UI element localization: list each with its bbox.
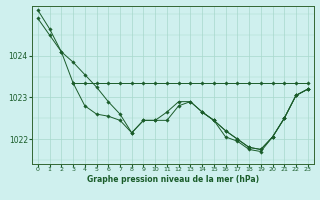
- X-axis label: Graphe pression niveau de la mer (hPa): Graphe pression niveau de la mer (hPa): [87, 175, 259, 184]
